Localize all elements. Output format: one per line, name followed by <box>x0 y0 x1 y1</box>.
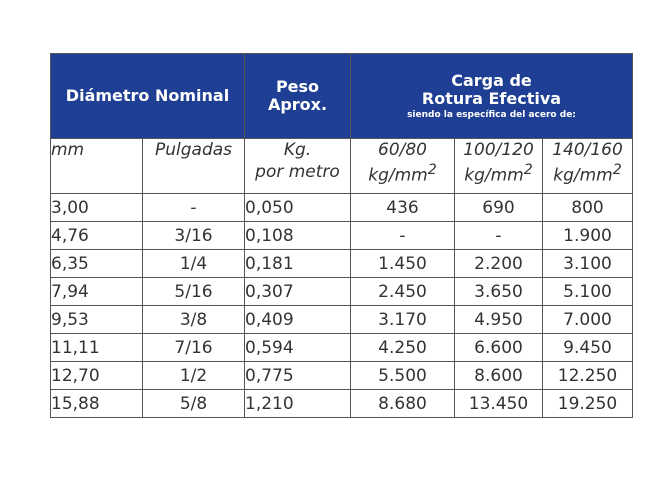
cell-carga-60-80: 1.450 <box>350 249 455 278</box>
cell-carga-60-80: 8.680 <box>350 389 455 418</box>
cell-diametro-mm: 9,53 <box>50 305 143 334</box>
cell-peso: 0,775 <box>244 361 351 390</box>
wire-rope-specs-table: Diámetro Nominal Peso Aprox. Carga de Ro… <box>50 53 633 418</box>
cell-pulgadas: 3/8 <box>142 305 245 334</box>
header-carga-line1: Carga de <box>451 70 532 90</box>
unit-por-metro: por metro <box>255 162 340 183</box>
cell-carga-60-80: 5.500 <box>350 361 455 390</box>
cell-carga-140-160: 9.450 <box>542 333 633 362</box>
header-carga-line2: Rotura Efectiva <box>421 89 562 109</box>
cell-pulgadas: 7/16 <box>142 333 245 362</box>
cell-carga-140-160: 1.900 <box>542 221 633 250</box>
cell-carga-60-80: 3.170 <box>350 305 455 334</box>
table-row: 6,35 1/4 0,181 1.450 2.200 3.100 <box>50 249 633 278</box>
cell-diametro-mm: 3,00 <box>50 193 143 222</box>
header-diametro-nominal: Diámetro Nominal <box>50 53 245 139</box>
table-row: 4,76 3/16 0,108- -1.900 <box>50 221 633 250</box>
steel-grade-label: 60/80 <box>378 140 427 160</box>
unit-kg-por-metro: Kg. por metro <box>244 138 351 194</box>
cell-peso: 0,307 <box>244 277 351 306</box>
cell-carga-140-160: 3.100 <box>542 249 633 278</box>
table-row: 11,11 7/16 0,594 4.250 6.600 9.450 <box>50 333 633 362</box>
cell-carga-60-80: 2.450 <box>350 277 455 306</box>
cell-peso: 0,594 <box>244 333 351 362</box>
cell-carga-100-120: 3.650 <box>454 277 543 306</box>
steel-grade-label: 100/120 <box>463 140 534 160</box>
cell-carga-100-120: 2.200 <box>454 249 543 278</box>
cell-carga-140-160: 5.100 <box>542 277 633 306</box>
cell-carga-140-160: 800 <box>542 193 633 222</box>
steel-unit-sup: 2 <box>523 162 533 179</box>
cell-peso: 0,181 <box>244 249 351 278</box>
cell-pulgadas: 3/16 <box>142 221 245 250</box>
steel-unit-label: kg/mm <box>368 165 428 186</box>
cell-carga-100-120: 4.950 <box>454 305 543 334</box>
cell-peso: 0,050 <box>244 193 351 222</box>
cell-peso: 1,210 <box>244 389 351 418</box>
header-peso-line1: Peso <box>275 76 320 96</box>
cell-carga-60-80: 436 <box>350 193 455 222</box>
cell-diametro-mm: 15,88 <box>50 389 143 418</box>
cell-diametro-mm: 12,70 <box>50 361 143 390</box>
unit-steel-100-120: 100/120 kg/mm2 <box>454 138 543 194</box>
table-row: 7,94 5/16 0,307 2.450 3.650 5.100 <box>50 277 633 306</box>
cell-carga-140-160: 19.250 <box>542 389 633 418</box>
table-row: 9,53 3/8 0,409 3.170 4.950 7.000 <box>50 305 633 334</box>
cell-carga-100-120: - <box>454 221 543 250</box>
cell-carga-60-80: - <box>350 221 455 250</box>
steel-unit-label: kg/mm <box>464 165 524 186</box>
cell-pulgadas: 5/8 <box>142 389 245 418</box>
steel-unit-sup: 2 <box>612 162 622 179</box>
cell-diametro-mm: 6,35 <box>50 249 143 278</box>
table-row: 3,00-0,050 436 690 800 <box>50 193 633 222</box>
cell-diametro-mm: 7,94 <box>50 277 143 306</box>
table-header-row: Diámetro Nominal Peso Aprox. Carga de Ro… <box>50 53 633 139</box>
cell-carga-140-160: 12.250 <box>542 361 633 390</box>
unit-steel-140-160: 140/160 kg/mm2 <box>542 138 633 194</box>
cell-diametro-mm: 4,76 <box>50 221 143 250</box>
cell-carga-100-120: 690 <box>454 193 543 222</box>
unit-pulgadas: Pulgadas <box>142 138 245 194</box>
cell-carga-100-120: 8.600 <box>454 361 543 390</box>
cell-pulgadas: 1/2 <box>142 361 245 390</box>
steel-unit-sup: 2 <box>427 162 437 179</box>
steel-grade-label: 140/160 <box>552 140 623 160</box>
cell-carga-140-160: 7.000 <box>542 305 633 334</box>
cell-carga-100-120: 13.450 <box>454 389 543 418</box>
cell-carga-100-120: 6.600 <box>454 333 543 362</box>
cell-pulgadas: 1/4 <box>142 249 245 278</box>
steel-unit-label: kg/mm <box>553 165 613 186</box>
header-peso-aprox: Peso Aprox. <box>244 53 351 139</box>
header-carga-subnote: siendo la específica del acero de: <box>407 109 576 120</box>
cell-peso: 0,108 <box>244 221 351 250</box>
unit-mm: mm <box>50 138 143 194</box>
cell-peso: 0,409 <box>244 305 351 334</box>
unit-kg: Kg. <box>283 140 312 160</box>
cell-diametro-mm: 11,11 <box>50 333 143 362</box>
units-row: mm Pulgadas Kg. por metro 60/80 kg/mm2 1… <box>50 138 633 194</box>
cell-pulgadas: 5/16 <box>142 277 245 306</box>
header-peso-line2: Aprox. <box>267 95 328 114</box>
table-body: 3,00-0,050 436 690 800 4,76 3/16 0,108- -1.900 6… <box>50 193 633 418</box>
cell-pulgadas: - <box>142 193 245 222</box>
unit-steel-60-80: 60/80 kg/mm2 <box>350 138 455 194</box>
table-row: 12,70 1/2 0,775 5.500 8.600 12.250 <box>50 361 633 390</box>
header-carga-rotura: Carga de Rotura Efectiva siendo la espec… <box>350 53 633 139</box>
cell-carga-60-80: 4.250 <box>350 333 455 362</box>
table-row: 15,88 5/8 1,210 8.680 13.450 19.250 <box>50 389 633 418</box>
